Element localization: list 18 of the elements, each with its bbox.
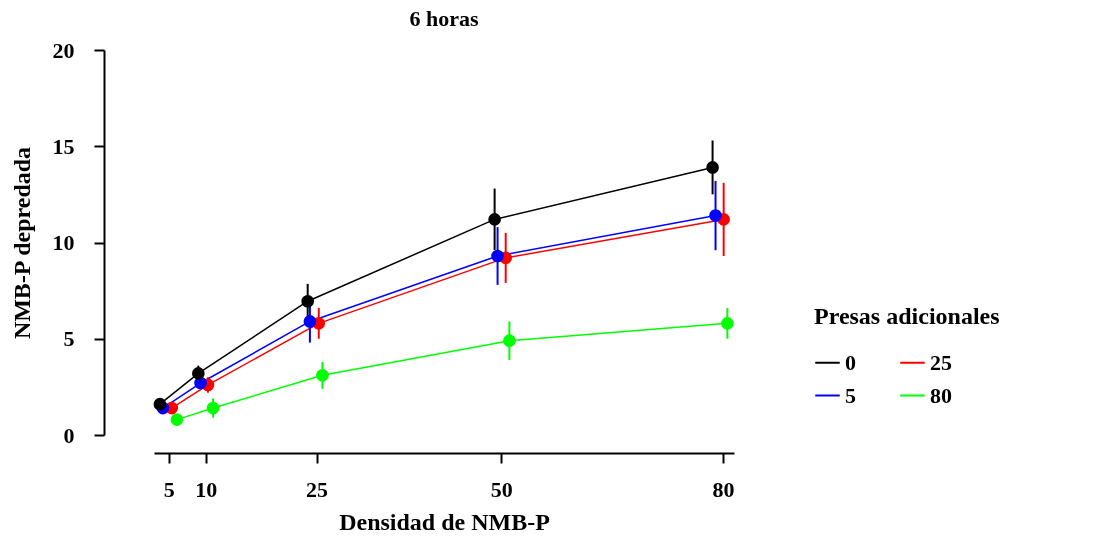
x-axis-title: Densidad de NMB-P [339, 508, 550, 535]
x-tick-label: 80 [712, 476, 735, 502]
y-tick-label: 20 [52, 37, 75, 63]
y-tick-label: 0 [63, 422, 75, 448]
y-tick-label: 15 [52, 133, 75, 159]
legend-label: 25 [930, 349, 952, 375]
x-tick-label: 50 [490, 476, 513, 502]
chart-title: 6 horas [409, 6, 479, 31]
x-tick-label: 5 [163, 476, 175, 502]
x-tick-label: 10 [195, 476, 218, 502]
x-tick-label: 25 [306, 476, 329, 502]
legend-label: 80 [930, 382, 952, 408]
legend-label: 5 [845, 382, 856, 408]
legend-title: Presas adicionales [814, 303, 1000, 329]
y-tick-label: 10 [52, 230, 75, 255]
y-tick-label: 5 [63, 326, 75, 352]
y-axis-title: NMB-P depredada [8, 146, 35, 340]
legend-label: 0 [845, 349, 856, 375]
